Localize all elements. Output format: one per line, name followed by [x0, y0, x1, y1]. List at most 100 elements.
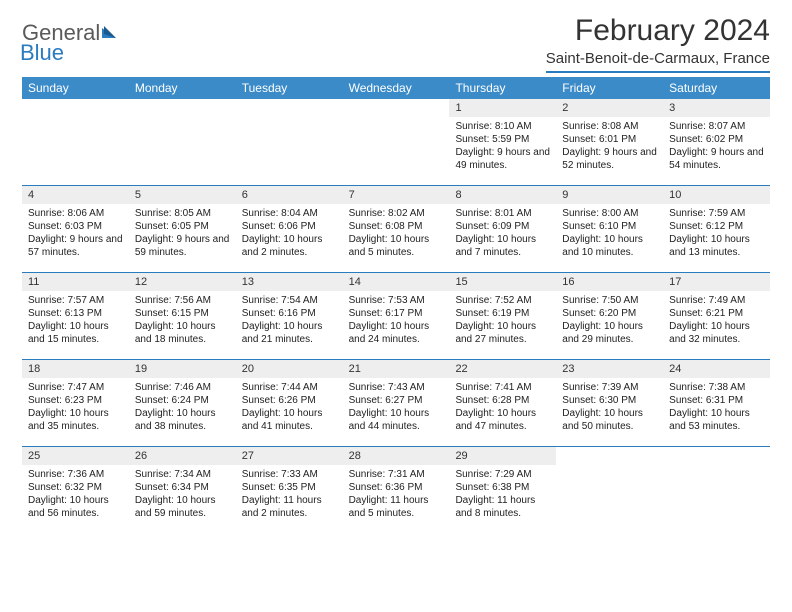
day-number: 23 [556, 360, 663, 378]
sunrise-line: Sunrise: 7:46 AM [135, 381, 230, 394]
day-number: 26 [129, 447, 236, 465]
daylight-line: Daylight: 9 hours and 59 minutes. [135, 233, 230, 259]
day-content: Sunrise: 8:04 AMSunset: 6:06 PMDaylight:… [236, 206, 343, 263]
sunset-line: Sunset: 6:15 PM [135, 307, 230, 320]
location: Saint-Benoit-de-Carmaux, France [546, 50, 770, 73]
daylight-line: Daylight: 10 hours and 2 minutes. [242, 233, 337, 259]
sunset-line: Sunset: 5:59 PM [455, 133, 550, 146]
day-cell: 1Sunrise: 8:10 AMSunset: 5:59 PMDaylight… [449, 99, 556, 185]
day-number: 22 [449, 360, 556, 378]
week-row: 11 Sunrise: 7:57 AMSunset: 6:13 PMDayligh… [22, 273, 770, 360]
sunset-line: Sunset: 6:21 PM [669, 307, 764, 320]
day-content: Sunrise: 7:49 AMSunset: 6:21 PMDaylight:… [663, 293, 770, 350]
sunset-line: Sunset: 6:31 PM [669, 394, 764, 407]
day-header: Monday [129, 77, 236, 99]
day-number: 4 [22, 186, 129, 204]
day-content: Sunrise: 7:31 AMSunset: 6:36 PMDaylight:… [343, 467, 450, 524]
day-number: 25 [22, 447, 129, 465]
day-content: Sunrise: 7:46 AMSunset: 6:24 PMDaylight:… [129, 380, 236, 437]
sunset-line: Sunset: 6:30 PM [562, 394, 657, 407]
sunset-line: Sunset: 6:17 PM [349, 307, 444, 320]
sunrise-line: Sunrise: 7:41 AM [455, 381, 550, 394]
sunset-line: Sunset: 6:24 PM [135, 394, 230, 407]
day-cell: 4 Sunrise: 8:06 AMSunset: 6:03 PMDaylight… [22, 186, 129, 272]
day-content: Sunrise: 8:00 AMSunset: 6:10 PMDaylight:… [556, 206, 663, 263]
sunset-line: Sunset: 6:19 PM [455, 307, 550, 320]
day-number: 13 [236, 273, 343, 291]
sunrise-line: Sunrise: 8:10 AM [455, 120, 550, 133]
sunrise-line: Sunrise: 7:52 AM [455, 294, 550, 307]
day-content: Sunrise: 7:33 AMSunset: 6:35 PMDaylight:… [236, 467, 343, 524]
day-cell: 23Sunrise: 7:39 AMSunset: 6:30 PMDayligh… [556, 360, 663, 446]
day-number: 3 [663, 99, 770, 117]
day-cell: 5Sunrise: 8:05 AMSunset: 6:05 PMDaylight… [129, 186, 236, 272]
sunrise-line: Sunrise: 8:05 AM [135, 207, 230, 220]
day-content: Sunrise: 7:53 AMSunset: 6:17 PMDaylight:… [343, 293, 450, 350]
day-cell: 9Sunrise: 8:00 AMSunset: 6:10 PMDaylight… [556, 186, 663, 272]
day-cell: 2Sunrise: 8:08 AMSunset: 6:01 PMDaylight… [556, 99, 663, 185]
header: General Blue February 2024 Saint-Benoit-… [22, 14, 770, 73]
daylight-line: Daylight: 10 hours and 29 minutes. [562, 320, 657, 346]
day-number: 8 [449, 186, 556, 204]
day-content: Sunrise: 7:57 AMSunset: 6:13 PMDaylight:… [22, 293, 129, 350]
sunrise-line: Sunrise: 7:43 AM [349, 381, 444, 394]
week-row: 4 Sunrise: 8:06 AMSunset: 6:03 PMDaylight… [22, 186, 770, 273]
daylight-line: Daylight: 10 hours and 59 minutes. [135, 494, 230, 520]
daylight-line: Daylight: 10 hours and 15 minutes. [28, 320, 123, 346]
day-content: Sunrise: 7:41 AMSunset: 6:28 PMDaylight:… [449, 380, 556, 437]
daylight-line: Daylight: 10 hours and 24 minutes. [349, 320, 444, 346]
day-number: 20 [236, 360, 343, 378]
sunset-line: Sunset: 6:01 PM [562, 133, 657, 146]
day-cell: 15Sunrise: 7:52 AMSunset: 6:19 PMDayligh… [449, 273, 556, 359]
day-number: 16 [556, 273, 663, 291]
sunset-line: Sunset: 6:08 PM [349, 220, 444, 233]
sunrise-line: Sunrise: 7:39 AM [562, 381, 657, 394]
day-cell: 27Sunrise: 7:33 AMSunset: 6:35 PMDayligh… [236, 447, 343, 533]
day-header: Saturday [663, 77, 770, 99]
sunrise-line: Sunrise: 7:29 AM [455, 468, 550, 481]
sunrise-line: Sunrise: 7:34 AM [135, 468, 230, 481]
sunrise-line: Sunrise: 8:06 AM [28, 207, 123, 220]
daylight-line: Daylight: 9 hours and 49 minutes. [455, 146, 550, 172]
empty-day-cell [236, 99, 343, 185]
day-cell: 11 Sunrise: 7:57 AMSunset: 6:13 PMDayligh… [22, 273, 129, 359]
sunrise-line: Sunrise: 8:02 AM [349, 207, 444, 220]
sunrise-line: Sunrise: 7:31 AM [349, 468, 444, 481]
day-header: Sunday [22, 77, 129, 99]
sunrise-line: Sunrise: 7:54 AM [242, 294, 337, 307]
empty-day-cell [22, 99, 129, 185]
day-content: Sunrise: 7:43 AMSunset: 6:27 PMDaylight:… [343, 380, 450, 437]
sunrise-line: Sunrise: 7:53 AM [349, 294, 444, 307]
day-cell: 19Sunrise: 7:46 AMSunset: 6:24 PMDayligh… [129, 360, 236, 446]
sunrise-line: Sunrise: 7:57 AM [28, 294, 123, 307]
sunset-line: Sunset: 6:12 PM [669, 220, 764, 233]
daylight-line: Daylight: 10 hours and 47 minutes. [455, 407, 550, 433]
sunrise-line: Sunrise: 7:59 AM [669, 207, 764, 220]
sunset-line: Sunset: 6:23 PM [28, 394, 123, 407]
daylight-line: Daylight: 10 hours and 44 minutes. [349, 407, 444, 433]
day-cell: 20Sunrise: 7:44 AMSunset: 6:26 PMDayligh… [236, 360, 343, 446]
day-number: 14 [343, 273, 450, 291]
day-number: 11 [22, 273, 129, 291]
day-content: Sunrise: 8:02 AMSunset: 6:08 PMDaylight:… [343, 206, 450, 263]
daylight-line: Daylight: 10 hours and 7 minutes. [455, 233, 550, 259]
day-cell: 22 Sunrise: 7:41 AMSunset: 6:28 PMDayligh… [449, 360, 556, 446]
day-content: Sunrise: 8:06 AMSunset: 6:03 PMDaylight:… [22, 206, 129, 263]
day-cell: 13Sunrise: 7:54 AMSunset: 6:16 PMDayligh… [236, 273, 343, 359]
day-cell: 24Sunrise: 7:38 AMSunset: 6:31 PMDayligh… [663, 360, 770, 446]
daylight-line: Daylight: 9 hours and 52 minutes. [562, 146, 657, 172]
day-cell: 18Sunrise: 7:47 AMSunset: 6:23 PMDayligh… [22, 360, 129, 446]
day-cell: 17Sunrise: 7:49 AMSunset: 6:21 PMDayligh… [663, 273, 770, 359]
daylight-line: Daylight: 10 hours and 18 minutes. [135, 320, 230, 346]
day-number: 18 [22, 360, 129, 378]
empty-day-cell [343, 99, 450, 185]
empty-day-cell [556, 447, 663, 533]
day-content: Sunrise: 8:10 AMSunset: 5:59 PMDaylight:… [449, 119, 556, 176]
week-row: 1Sunrise: 8:10 AMSunset: 5:59 PMDaylight… [22, 99, 770, 186]
day-cell: 14 Sunrise: 7:53 AMSunset: 6:17 PMDayligh… [343, 273, 450, 359]
day-cell: 12Sunrise: 7:56 AMSunset: 6:15 PMDayligh… [129, 273, 236, 359]
sunrise-line: Sunrise: 7:38 AM [669, 381, 764, 394]
sunset-line: Sunset: 6:16 PM [242, 307, 337, 320]
week-row: 18Sunrise: 7:47 AMSunset: 6:23 PMDayligh… [22, 360, 770, 447]
day-number: 12 [129, 273, 236, 291]
